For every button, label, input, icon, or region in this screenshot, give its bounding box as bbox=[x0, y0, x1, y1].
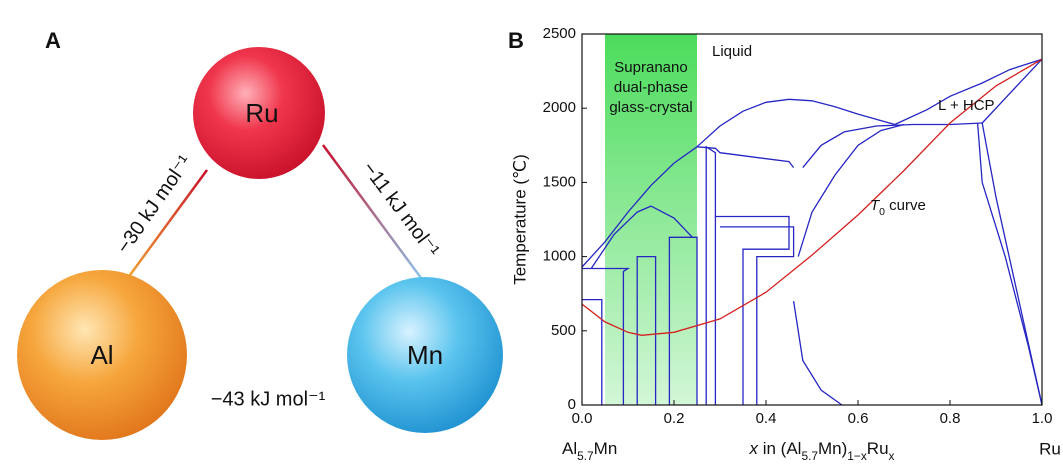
region-label: glass-crystal bbox=[609, 99, 692, 116]
x-tick-label: 0.4 bbox=[756, 410, 777, 427]
node-label: Al bbox=[90, 340, 113, 370]
phase-line bbox=[894, 58, 1043, 126]
text-part: x bbox=[749, 439, 759, 458]
x-tick-label: 1.0 bbox=[1032, 410, 1053, 427]
x-tick-label: 0.0 bbox=[572, 410, 593, 427]
phase-line bbox=[668, 236, 698, 405]
phase-line bbox=[696, 146, 795, 168]
node-label: Ru bbox=[245, 98, 278, 128]
edge bbox=[128, 169, 209, 276]
phase-line bbox=[981, 122, 1043, 406]
edge bbox=[321, 144, 426, 283]
axes-frame bbox=[581, 33, 1043, 406]
phase-line bbox=[581, 58, 1043, 336]
text-part: curve bbox=[885, 197, 926, 214]
phase-line bbox=[715, 215, 790, 405]
y-tick-label: 2500 bbox=[543, 25, 576, 42]
y-tick-label: 500 bbox=[551, 322, 576, 339]
annotation: T0 curve bbox=[870, 197, 926, 218]
panel-label: A bbox=[45, 28, 61, 53]
node-mn bbox=[347, 277, 503, 433]
x-tick-label: 0.2 bbox=[664, 410, 685, 427]
y-tick-label: 0 bbox=[568, 396, 576, 413]
x-tick-label: 0.8 bbox=[940, 410, 961, 427]
text-part: Ru bbox=[867, 439, 889, 458]
phase-line bbox=[797, 123, 905, 257]
phase-line bbox=[976, 122, 1043, 406]
edge-label: −43 kJ mol⁻¹ bbox=[211, 388, 326, 410]
y-tick-label: 1500 bbox=[543, 173, 576, 190]
phase-line bbox=[582, 298, 603, 405]
annotation: Liquid bbox=[712, 43, 752, 60]
text-part: Mn bbox=[594, 439, 618, 458]
node-label: Mn bbox=[407, 340, 443, 370]
text-part: Al bbox=[562, 439, 577, 458]
text-part: in (Al bbox=[758, 439, 801, 458]
phase-line bbox=[720, 226, 795, 405]
text-part: T bbox=[870, 197, 881, 214]
y-tick-label: 1000 bbox=[543, 248, 576, 265]
phase-line bbox=[696, 98, 895, 148]
phase-line bbox=[636, 255, 657, 405]
text-part: Mn) bbox=[818, 439, 847, 458]
y-axis-label: Temperature (℃) bbox=[510, 154, 529, 285]
node-al bbox=[17, 270, 187, 440]
text-part: 0 bbox=[879, 206, 885, 218]
phase-line bbox=[590, 205, 693, 269]
node-ru bbox=[193, 47, 325, 179]
panel-label: B bbox=[508, 28, 524, 53]
region-label: Supranano bbox=[614, 59, 687, 76]
phase-line bbox=[802, 122, 983, 169]
phase-line bbox=[582, 267, 631, 405]
phase-line bbox=[792, 301, 843, 406]
y-tick-label: 2000 bbox=[543, 99, 576, 116]
text-part: 5.7 bbox=[801, 449, 818, 463]
phase-line bbox=[981, 58, 1043, 124]
phase-line bbox=[705, 145, 717, 405]
region-label: dual-phase bbox=[614, 79, 688, 96]
text-part: 1−x bbox=[847, 449, 867, 463]
x-end-label: Ru bbox=[1039, 439, 1061, 458]
x-end-label: Al5.7Mn bbox=[562, 439, 617, 463]
x-tick-label: 0.6 bbox=[848, 410, 869, 427]
text-part: x bbox=[889, 449, 895, 463]
x-axis-label: x in (Al5.7Mn)1−xRux bbox=[749, 439, 895, 463]
region bbox=[605, 34, 697, 405]
text-part: 5.7 bbox=[577, 449, 594, 463]
annotation: L + HCP bbox=[938, 97, 995, 114]
phase-line bbox=[581, 146, 698, 268]
